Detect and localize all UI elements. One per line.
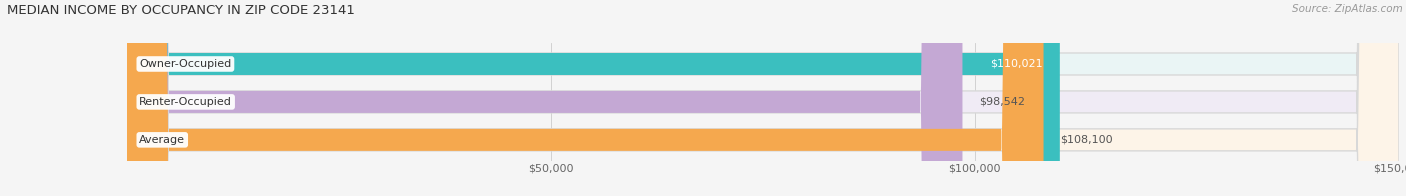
FancyBboxPatch shape xyxy=(127,0,963,196)
Text: $110,021: $110,021 xyxy=(990,59,1043,69)
Text: $108,100: $108,100 xyxy=(1060,135,1114,145)
Text: Renter-Occupied: Renter-Occupied xyxy=(139,97,232,107)
Text: Average: Average xyxy=(139,135,186,145)
Text: Source: ZipAtlas.com: Source: ZipAtlas.com xyxy=(1292,4,1403,14)
Text: $98,542: $98,542 xyxy=(980,97,1025,107)
FancyBboxPatch shape xyxy=(127,0,1399,196)
FancyBboxPatch shape xyxy=(127,0,1043,196)
Text: Owner-Occupied: Owner-Occupied xyxy=(139,59,232,69)
FancyBboxPatch shape xyxy=(127,0,1060,196)
FancyBboxPatch shape xyxy=(127,0,1399,196)
Text: MEDIAN INCOME BY OCCUPANCY IN ZIP CODE 23141: MEDIAN INCOME BY OCCUPANCY IN ZIP CODE 2… xyxy=(7,4,354,17)
FancyBboxPatch shape xyxy=(127,0,1399,196)
